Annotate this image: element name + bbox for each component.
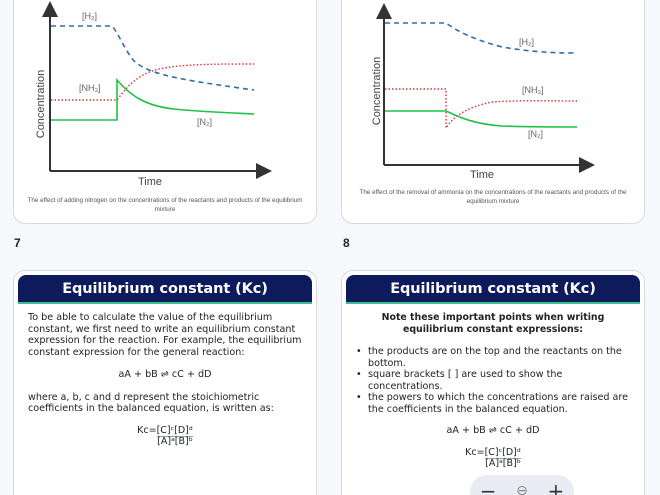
n2-label: [N₂] — [528, 129, 543, 139]
chart-caption: The effect of the removal of ammonia on … — [359, 189, 627, 205]
explanation-text: where a, b, c and d represent the stoich… — [28, 391, 274, 415]
concentration-time-chart-ammonia: [H₂] [NH₃] [N₂] Time Concentration — [371, 3, 595, 181]
slide-chart-nitrogen[interactable]: [H₂] [NH₃] [N₂] Time Concentration The e… — [13, 0, 317, 224]
nh3-label: [NH₃] — [522, 85, 544, 95]
kc-expression: Kc=[C]ᶜ[D]ᵈ [A]ᵃ[B]ᵇ — [356, 446, 630, 470]
y-axis-label: Concentration — [371, 57, 383, 126]
zoom-controls: − ⊖ + — [470, 475, 574, 495]
kc-prefix: Kc= — [137, 424, 157, 436]
points-list: the products are on the top and the reac… — [356, 346, 630, 415]
concentration-time-chart-nitrogen: [H₂] [NH₃] [N₂] Time Concentration — [35, 1, 272, 188]
zoom-reset-icon[interactable]: ⊖ — [516, 483, 528, 495]
general-equation: aA + bB ⇌ cC + dD — [118, 369, 212, 380]
n2-label: [N₂] — [197, 117, 212, 127]
x-axis-label: Time — [138, 176, 162, 188]
slide-title: Equilibrium constant (Kc) expression — [346, 275, 640, 326]
slide-number-8: 8 — [343, 236, 350, 250]
kc-denominator: [A]ᵃ[B]ᵇ — [485, 457, 521, 469]
list-item: the powers to which the concentrations a… — [356, 392, 630, 415]
zoom-in-button[interactable]: + — [547, 479, 565, 495]
list-item: the products are on the top and the reac… — [356, 346, 630, 369]
kc-prefix: Kc= — [465, 446, 485, 458]
x-axis-label: Time — [470, 169, 494, 181]
slide-number-7: 7 — [14, 236, 21, 250]
zoom-out-button[interactable]: − — [479, 479, 497, 495]
y-axis-label: Concentration — [35, 70, 47, 139]
slide-7[interactable]: Equilibrium constant (Kc) expression To … — [13, 270, 317, 495]
kc-numerator: [C]ᶜ[D]ᵈ — [156, 424, 193, 437]
slide-8[interactable]: Equilibrium constant (Kc) expression Not… — [341, 270, 645, 495]
intro-text: To be able to calculate the value of the… — [28, 312, 302, 358]
nh3-label: [NH₃] — [79, 83, 101, 93]
slide-content: Equilibrium constant (Kc) expression To … — [18, 275, 312, 495]
h2-label: [H₂] — [519, 37, 534, 47]
slide-body: To be able to calculate the value of the… — [18, 304, 312, 447]
note-heading: Note these important points when writing… — [381, 312, 605, 335]
kc-numerator: [C]ᶜ[D]ᵈ — [484, 446, 521, 459]
kc-denominator: [A]ᵃ[B]ᵇ — [157, 435, 193, 447]
chart-caption: The effect of adding nitrogen on the con… — [27, 197, 303, 213]
list-item: square brackets [ ] are used to show the… — [356, 369, 630, 392]
slide-title: Equilibrium constant (Kc) expression — [18, 275, 312, 326]
h2-label: [H₂] — [82, 11, 97, 21]
slide-body: Note these important points when writing… — [346, 304, 640, 469]
general-equation: aA + bB ⇌ cC + dD — [446, 425, 540, 436]
kc-expression: Kc=[C]ᶜ[D]ᵈ [A]ᵃ[B]ᵇ — [28, 424, 302, 448]
slide-chart-ammonia[interactable]: [H₂] [NH₃] [N₂] Time Concentration The e… — [341, 0, 645, 224]
slide-content: Equilibrium constant (Kc) expression Not… — [346, 275, 640, 495]
